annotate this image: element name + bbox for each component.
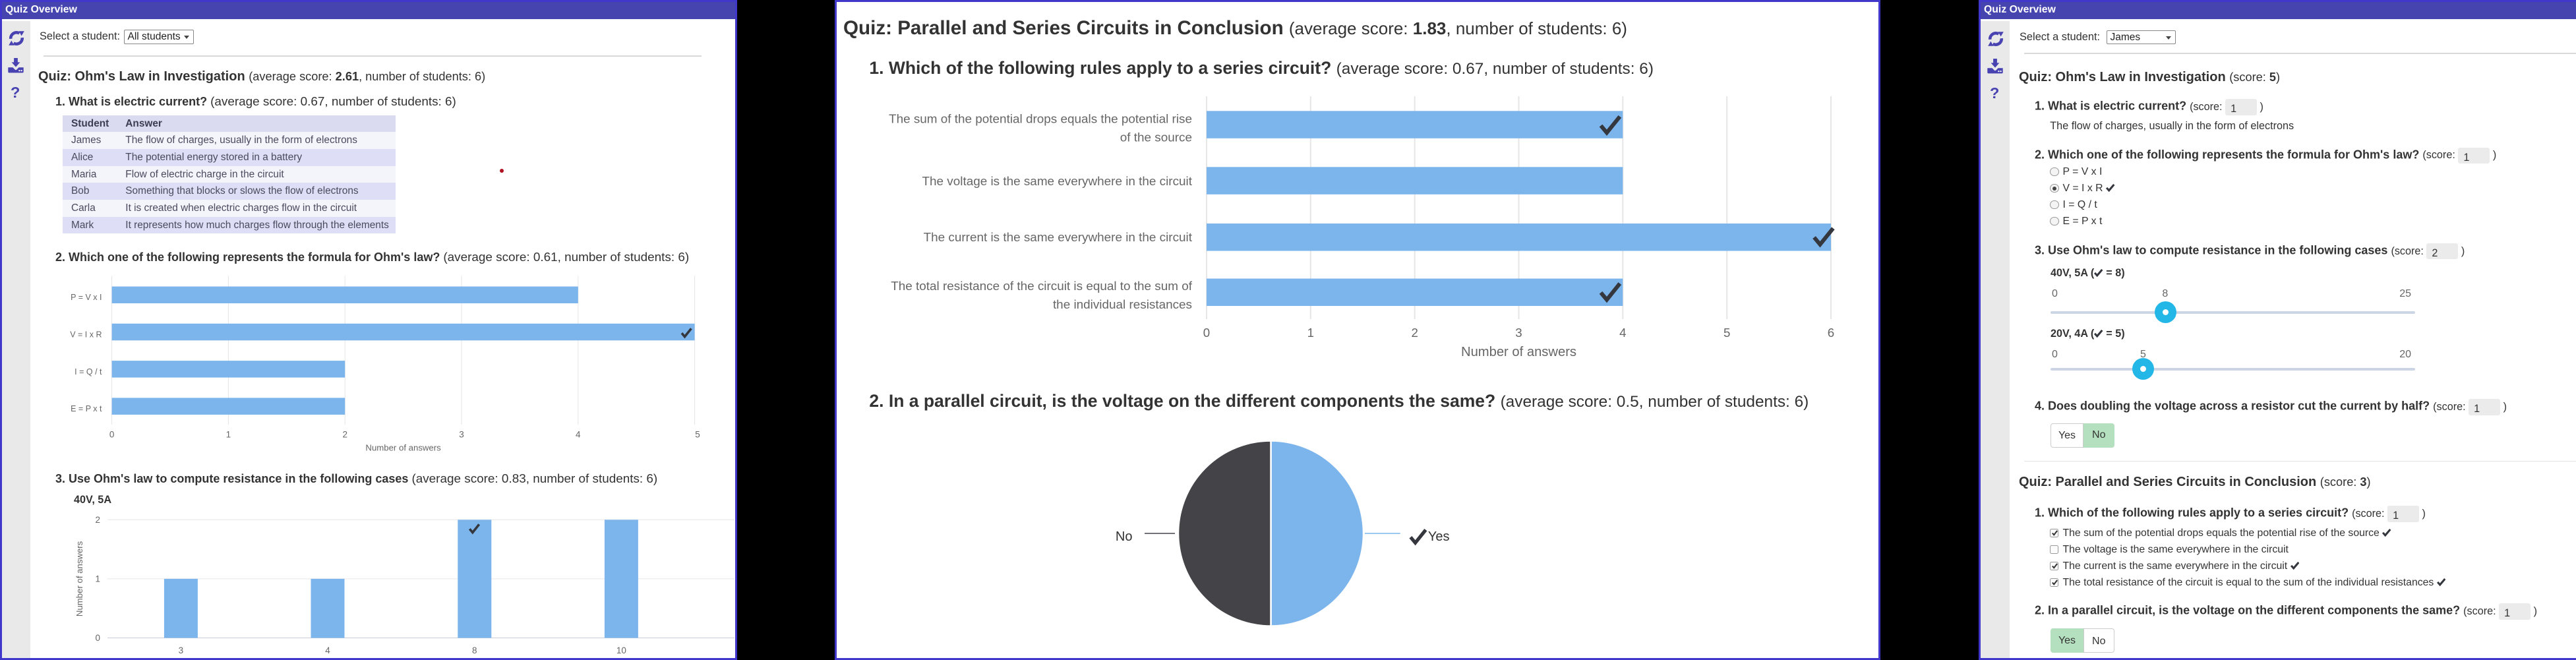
svg-text:3: 3 — [1515, 326, 1522, 340]
svg-text:The total resistance of the ci: The total resistance of the circuit is e… — [891, 280, 1193, 293]
svg-text:The sum of the potential drops: The sum of the potential drops equals th… — [889, 113, 1192, 127]
svg-text:The voltage is the same everyw: The voltage is the same everywhere in th… — [922, 175, 1193, 189]
svg-text:E = P x t: E = P x t — [71, 404, 102, 413]
svg-text:5: 5 — [1723, 326, 1730, 340]
svg-text:Yes: Yes — [1428, 529, 1450, 544]
svg-text:Number of answers: Number of answers — [365, 443, 441, 453]
svg-text:2: 2 — [342, 430, 347, 440]
svg-text:3: 3 — [179, 645, 184, 655]
svg-text:1: 1 — [1307, 326, 1314, 340]
svg-text:4: 4 — [1619, 326, 1626, 340]
svg-text:0: 0 — [95, 633, 100, 643]
svg-text:0: 0 — [109, 430, 115, 440]
svg-text:No: No — [1116, 529, 1133, 544]
svg-text:5: 5 — [695, 430, 700, 440]
svg-text:6: 6 — [1828, 326, 1834, 340]
svg-text:4: 4 — [325, 645, 330, 655]
svg-text:Number of answers: Number of answers — [75, 541, 84, 616]
svg-text:1: 1 — [95, 574, 100, 584]
svg-text:of the source: of the source — [1120, 131, 1192, 145]
svg-text:V = I x R: V = I x R — [70, 330, 102, 340]
svg-text:0: 0 — [1203, 326, 1210, 340]
svg-text:8: 8 — [472, 645, 477, 655]
svg-text:2: 2 — [95, 515, 100, 525]
svg-text:P = V x I: P = V x I — [71, 293, 102, 302]
svg-text:Number of answers: Number of answers — [1461, 345, 1576, 359]
svg-text:2: 2 — [1411, 326, 1418, 340]
svg-text:the individual resistances: the individual resistances — [1053, 298, 1192, 312]
svg-text:10: 10 — [616, 645, 626, 655]
svg-text:1: 1 — [226, 430, 231, 440]
svg-text:3: 3 — [459, 430, 464, 440]
svg-text:4: 4 — [576, 430, 581, 440]
svg-text:The current is the same everyw: The current is the same everywhere in th… — [924, 231, 1193, 245]
svg-text:I = Q / t: I = Q / t — [75, 367, 102, 376]
